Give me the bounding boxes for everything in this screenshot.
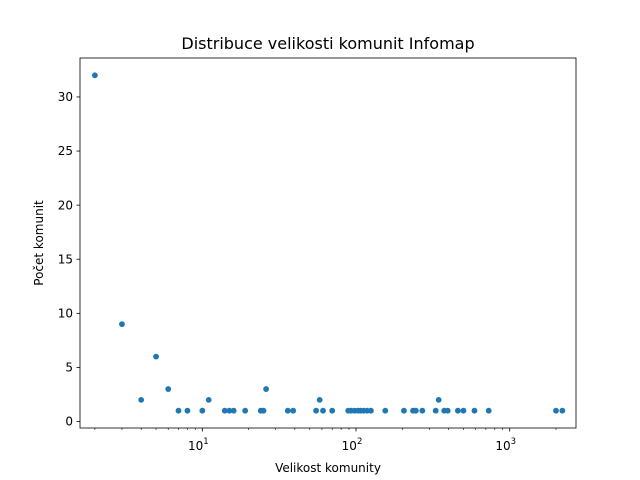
- y-axis: 0 5 10 15 20 25 30: [58, 90, 80, 429]
- data-point: [263, 386, 269, 392]
- data-point: [153, 353, 159, 360]
- data-point: [91, 72, 98, 79]
- x-tick-label: 103: [495, 437, 516, 453]
- data-point: [138, 396, 145, 403]
- data-point: [316, 396, 323, 403]
- data-point: [205, 396, 212, 403]
- y-tick-label: 0: [65, 415, 73, 429]
- data-point: [471, 407, 478, 414]
- data-point: [419, 407, 426, 414]
- data-point: [199, 407, 206, 414]
- data-points: [91, 72, 566, 414]
- data-point: [119, 321, 125, 328]
- y-tick-label: 5: [65, 361, 73, 375]
- data-point: [313, 407, 320, 414]
- x-axis-label: Velikost komunity: [275, 461, 381, 475]
- y-axis-label: Počet komunit: [32, 200, 46, 286]
- data-point: [284, 407, 291, 414]
- data-point: [460, 407, 467, 414]
- data-point: [290, 407, 297, 414]
- data-point: [184, 407, 191, 414]
- data-point: [260, 407, 267, 414]
- data-point: [412, 407, 419, 414]
- data-point: [329, 407, 336, 414]
- plot-frame: [79, 57, 577, 429]
- data-point: [165, 386, 172, 392]
- chart-title: Distribuce velikosti komunit Infomap: [181, 34, 474, 53]
- data-point: [553, 407, 559, 414]
- data-point: [175, 407, 182, 414]
- x-tick-label: 101: [188, 437, 209, 453]
- data-point: [444, 407, 451, 414]
- y-tick-label: 20: [58, 198, 73, 212]
- data-point: [320, 407, 326, 414]
- x-axis: 101 102 103: [94, 428, 557, 453]
- data-point: [221, 407, 228, 414]
- data-point: [401, 407, 407, 414]
- data-point: [382, 407, 389, 414]
- data-point: [559, 407, 566, 414]
- y-tick-label: 10: [58, 307, 73, 321]
- data-point: [485, 407, 492, 414]
- data-point: [226, 407, 233, 414]
- data-point: [230, 407, 237, 414]
- plot-area: 0 5 10 15 20 25 30 101 102 103: [58, 57, 577, 453]
- x-tick-label: 102: [342, 437, 363, 453]
- data-point: [435, 396, 442, 403]
- data-point: [454, 407, 461, 414]
- y-tick-label: 25: [58, 144, 73, 158]
- y-tick-label: 15: [58, 252, 73, 266]
- data-point: [242, 407, 249, 414]
- y-tick-label: 30: [58, 90, 73, 104]
- data-point: [432, 407, 439, 414]
- data-point: [368, 407, 374, 414]
